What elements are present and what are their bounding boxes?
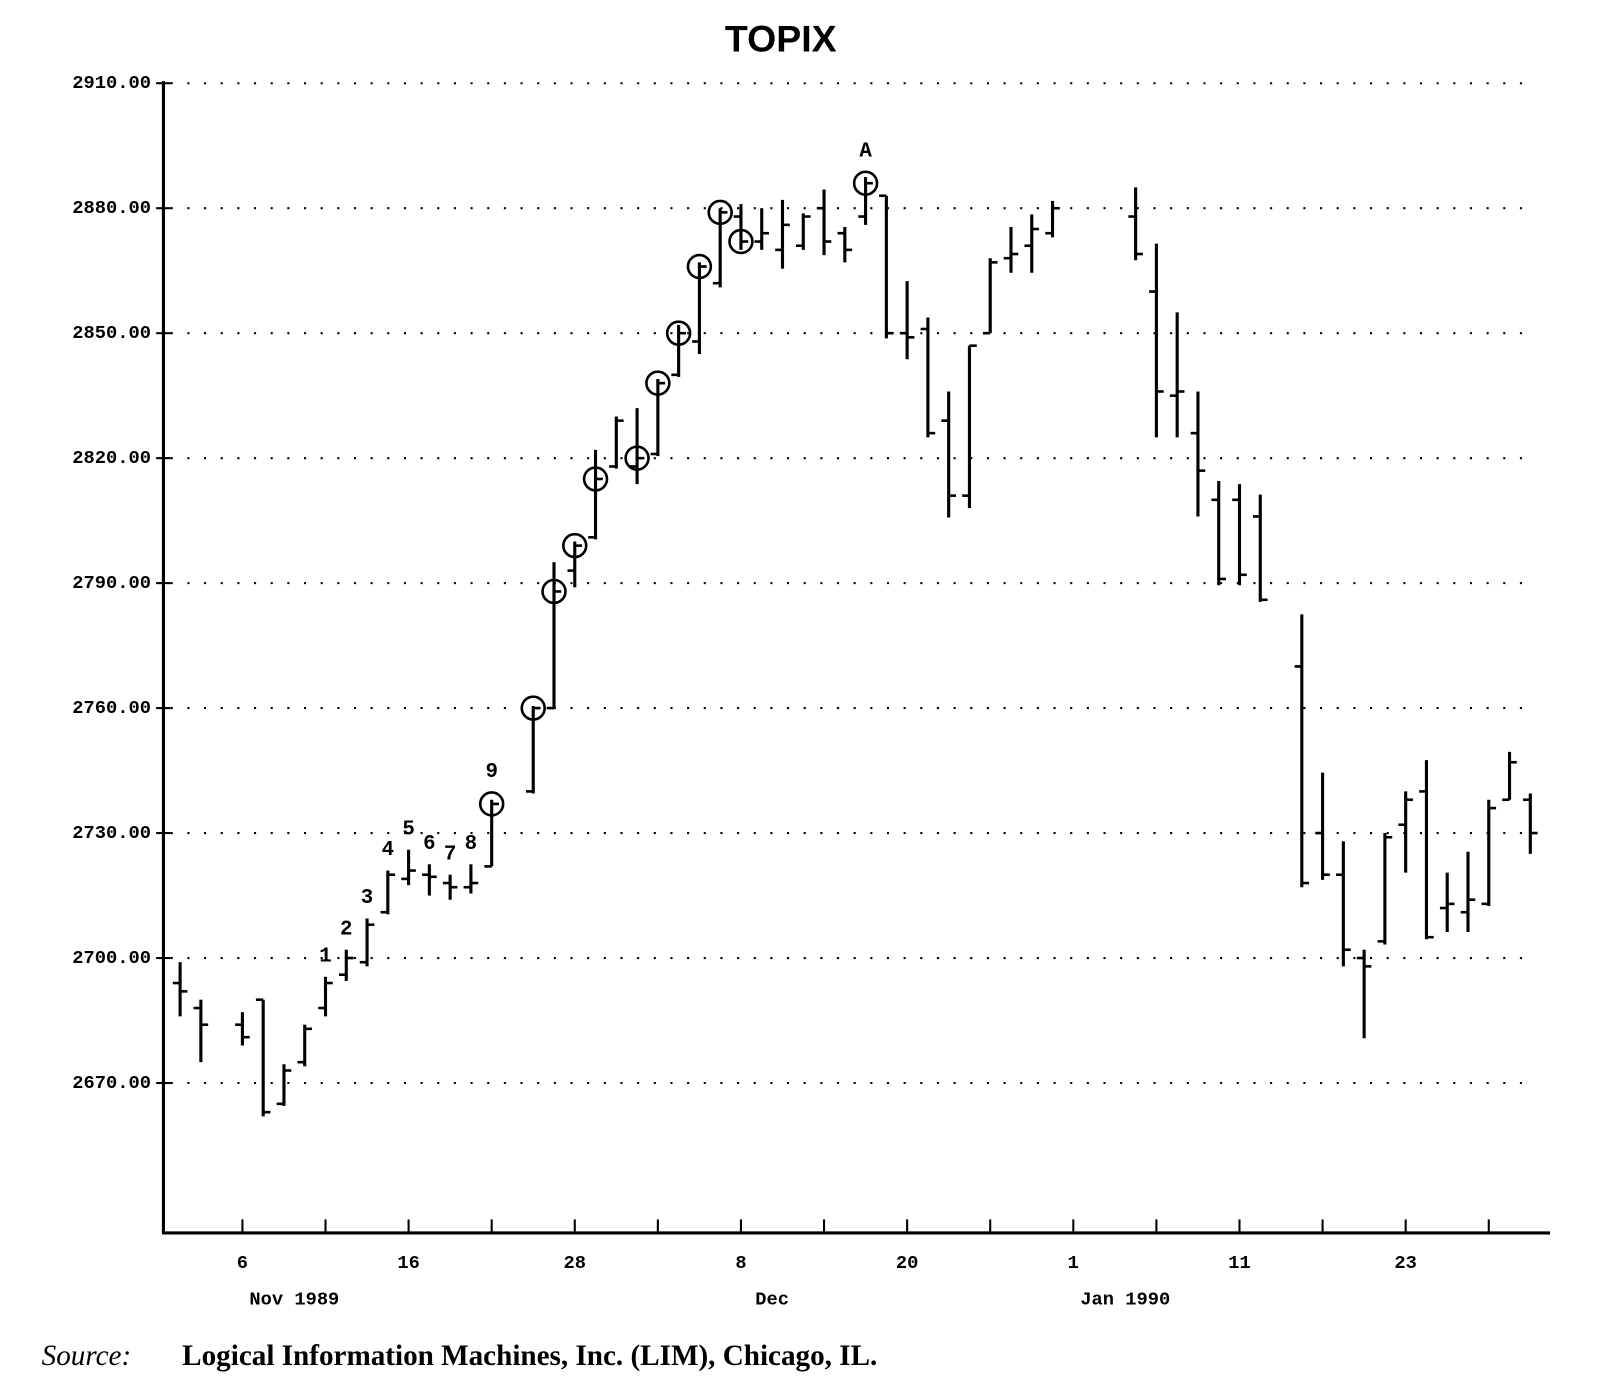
close-circle (541, 578, 567, 605)
close-circle (624, 445, 650, 471)
x-tick-label: 11 (1228, 1252, 1250, 1274)
annotation: 5 (402, 818, 414, 841)
close-circle (852, 170, 879, 196)
month-label: Jan 1990 (1080, 1289, 1170, 1311)
month-label: Dec (755, 1289, 789, 1311)
annotation: A (859, 140, 872, 163)
annotation: 9 (485, 761, 497, 784)
close-circle (707, 199, 733, 226)
source-label: Source: (42, 1340, 132, 1372)
y-tick-label: 2820.00 (72, 447, 151, 469)
annotation: 4 (382, 839, 394, 862)
y-tick-label: 2880.00 (72, 197, 151, 219)
x-tick-label: 16 (397, 1252, 419, 1274)
y-tick-label: 2850.00 (72, 322, 151, 344)
x-tick-label: 23 (1394, 1252, 1416, 1274)
source-text: Logical Information Machines, Inc. (LIM)… (182, 1340, 877, 1372)
annotation: 6 (423, 833, 435, 856)
close-circle (728, 228, 754, 255)
close-circle (478, 791, 505, 817)
close-circle (686, 253, 713, 280)
y-tick-label: 2670.00 (72, 1072, 151, 1094)
x-tick-label: 28 (564, 1252, 586, 1274)
y-tick-label: 2700.00 (72, 947, 151, 969)
close-circle (645, 370, 671, 396)
close-circle (582, 466, 609, 492)
annotation: 2 (340, 918, 352, 941)
y-tick-label: 2790.00 (72, 572, 151, 594)
annotation: 1 (319, 945, 331, 968)
close-circle (562, 532, 588, 559)
annotation: 7 (444, 843, 456, 866)
x-tick-label: 20 (896, 1252, 918, 1274)
y-tick-label: 2910.00 (72, 72, 151, 94)
x-tick-label: 1 (1068, 1252, 1079, 1274)
annotation: 3 (361, 887, 373, 910)
annotation: 8 (465, 833, 477, 856)
chart-title: TOPIX (725, 18, 837, 60)
y-tick-label: 2760.00 (72, 697, 151, 719)
close-circle (520, 695, 546, 721)
y-tick-label: 2730.00 (72, 822, 151, 844)
close-circle (665, 320, 692, 346)
month-label: Nov 1989 (249, 1289, 339, 1311)
x-tick-label: 8 (735, 1252, 746, 1274)
x-tick-label: 6 (237, 1252, 248, 1274)
